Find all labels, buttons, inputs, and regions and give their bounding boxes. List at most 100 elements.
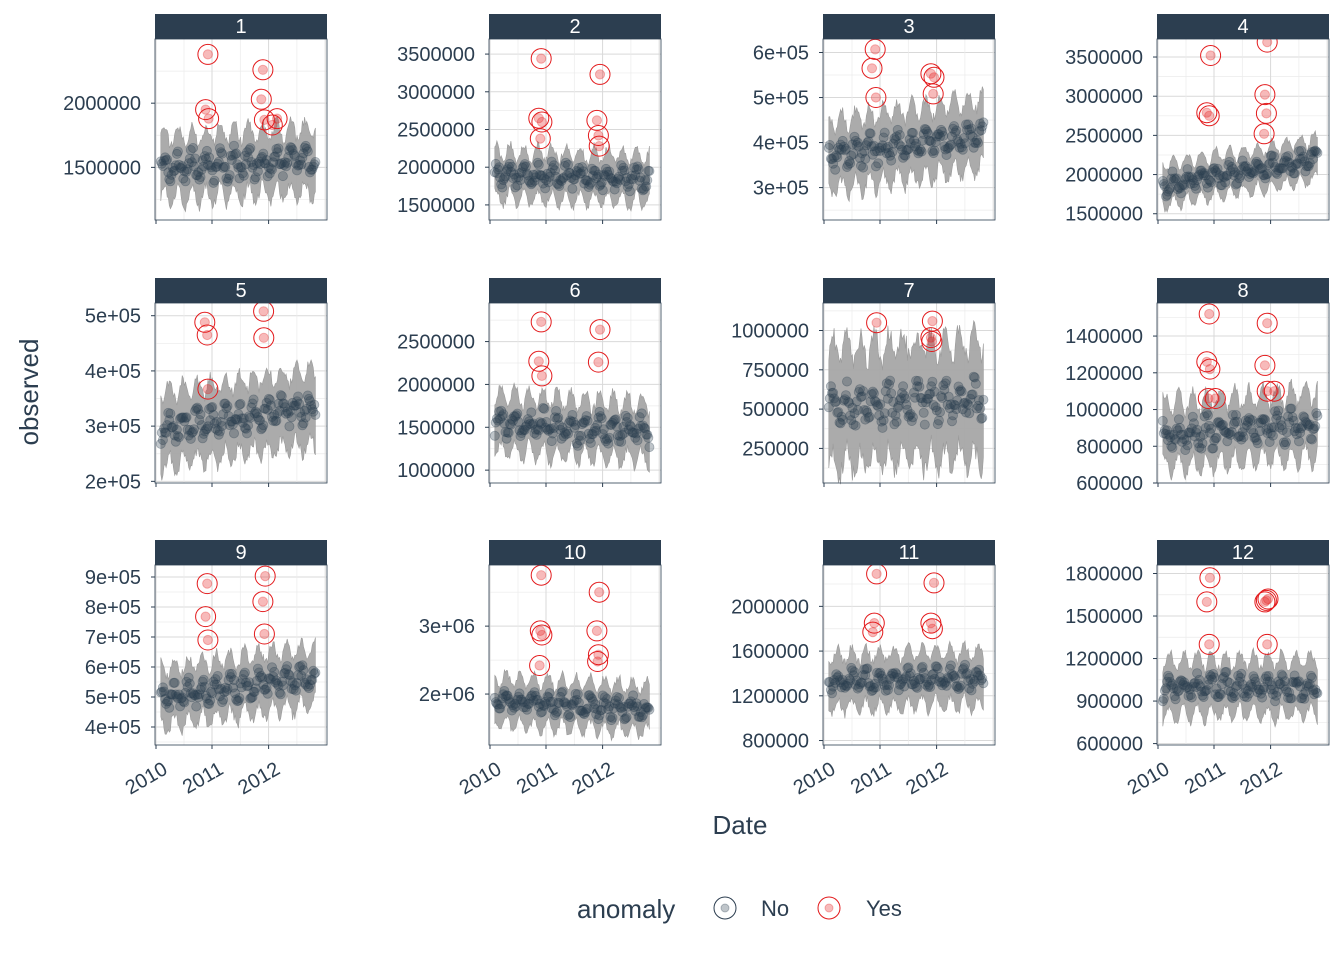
data-point: [177, 412, 188, 423]
y-tick-label: 1500000: [397, 195, 475, 217]
data-point: [221, 403, 232, 414]
data-point: [842, 376, 853, 387]
y-tick-label: 800000: [1076, 436, 1143, 458]
data-point: [895, 393, 906, 404]
data-point: [854, 153, 865, 164]
data-point: [894, 395, 905, 406]
data-point: [1196, 443, 1207, 454]
data-point: [622, 412, 633, 423]
data-point: [554, 180, 565, 191]
x-tick-label: 2011: [847, 758, 895, 799]
data-point: [572, 689, 583, 700]
data-point: [1256, 417, 1267, 428]
data-point: [205, 415, 216, 426]
data-point: [858, 386, 869, 397]
y-tick-label: 5e+05: [85, 306, 141, 328]
data-point: [158, 423, 169, 434]
data-point: [165, 689, 176, 700]
data-point: [501, 166, 512, 177]
data-point: [976, 413, 987, 424]
data-point: [502, 164, 513, 175]
data-point: [231, 148, 242, 159]
data-point: [1226, 161, 1237, 172]
data-point: [918, 128, 929, 139]
data-point: [595, 411, 606, 422]
data-point: [943, 142, 954, 153]
data-point: [523, 170, 534, 181]
data-point: [193, 404, 204, 415]
data-point: [246, 402, 257, 413]
data-point: [929, 145, 940, 156]
anomaly-point: [267, 119, 278, 131]
data-point: [548, 160, 559, 171]
data-point: [952, 134, 963, 145]
data-point: [598, 424, 609, 435]
data-point: [1271, 167, 1282, 178]
data-point: [1221, 427, 1232, 438]
data-point: [847, 402, 858, 413]
data-point: [538, 178, 549, 189]
data-point: [525, 177, 536, 188]
data-point: [250, 172, 261, 183]
facet-strip-label: 6: [569, 280, 580, 302]
data-point: [623, 179, 634, 190]
anomaly-ring: [195, 99, 217, 121]
anomaly-point: [1201, 107, 1212, 118]
data-point: [1262, 428, 1273, 439]
data-point: [608, 176, 619, 187]
data-point: [875, 399, 886, 410]
anomaly-ring: [1198, 303, 1220, 325]
data-point: [916, 393, 927, 404]
data-point: [1253, 417, 1264, 428]
data-point: [1245, 168, 1256, 179]
data-point: [836, 144, 847, 155]
data-point: [611, 178, 622, 189]
anomaly-ring: [587, 125, 609, 146]
data-point: [161, 427, 172, 438]
data-point: [1238, 161, 1249, 172]
data-point: [873, 158, 884, 169]
data-point: [251, 408, 262, 419]
data-point: [534, 417, 545, 428]
data-point: [492, 415, 503, 426]
legend-no-dot: [720, 903, 730, 913]
data-point: [937, 126, 948, 137]
data-point: [850, 420, 861, 431]
anomaly-ring: [1263, 380, 1285, 402]
data-point: [1202, 410, 1213, 421]
data-point: [306, 400, 317, 411]
anomaly-point: [871, 568, 882, 580]
data-point: [1184, 427, 1195, 438]
data-point: [200, 424, 211, 435]
data-point: [904, 410, 915, 421]
y-tick-label: 2e+06: [419, 684, 475, 706]
legend-yes-label: Yes: [866, 896, 902, 921]
data-point: [1178, 429, 1189, 440]
data-point: [1267, 430, 1278, 441]
data-point: [865, 128, 876, 139]
data-point: [558, 172, 569, 183]
facet-strip: [155, 278, 327, 303]
data-point: [501, 433, 512, 444]
data-point: [639, 184, 650, 195]
anomaly-ring: [531, 111, 553, 133]
data-point: [542, 424, 553, 435]
data-point: [892, 402, 903, 413]
data-point: [559, 160, 570, 171]
anomaly-ring: [923, 66, 945, 88]
data-point: [1239, 161, 1250, 172]
anomaly-point: [1204, 308, 1215, 320]
data-point: [160, 694, 171, 705]
data-point: [246, 156, 257, 167]
data-point: [581, 175, 592, 186]
data-point: [1236, 434, 1247, 445]
data-point: [1265, 150, 1276, 161]
data-point: [1291, 158, 1302, 169]
data-point: [276, 158, 287, 169]
y-tick-label: 3e+06: [419, 616, 475, 638]
data-point: [1312, 688, 1323, 699]
data-point: [871, 682, 882, 693]
data-point: [1171, 173, 1182, 184]
data-point: [1208, 443, 1219, 454]
data-point: [555, 424, 566, 435]
